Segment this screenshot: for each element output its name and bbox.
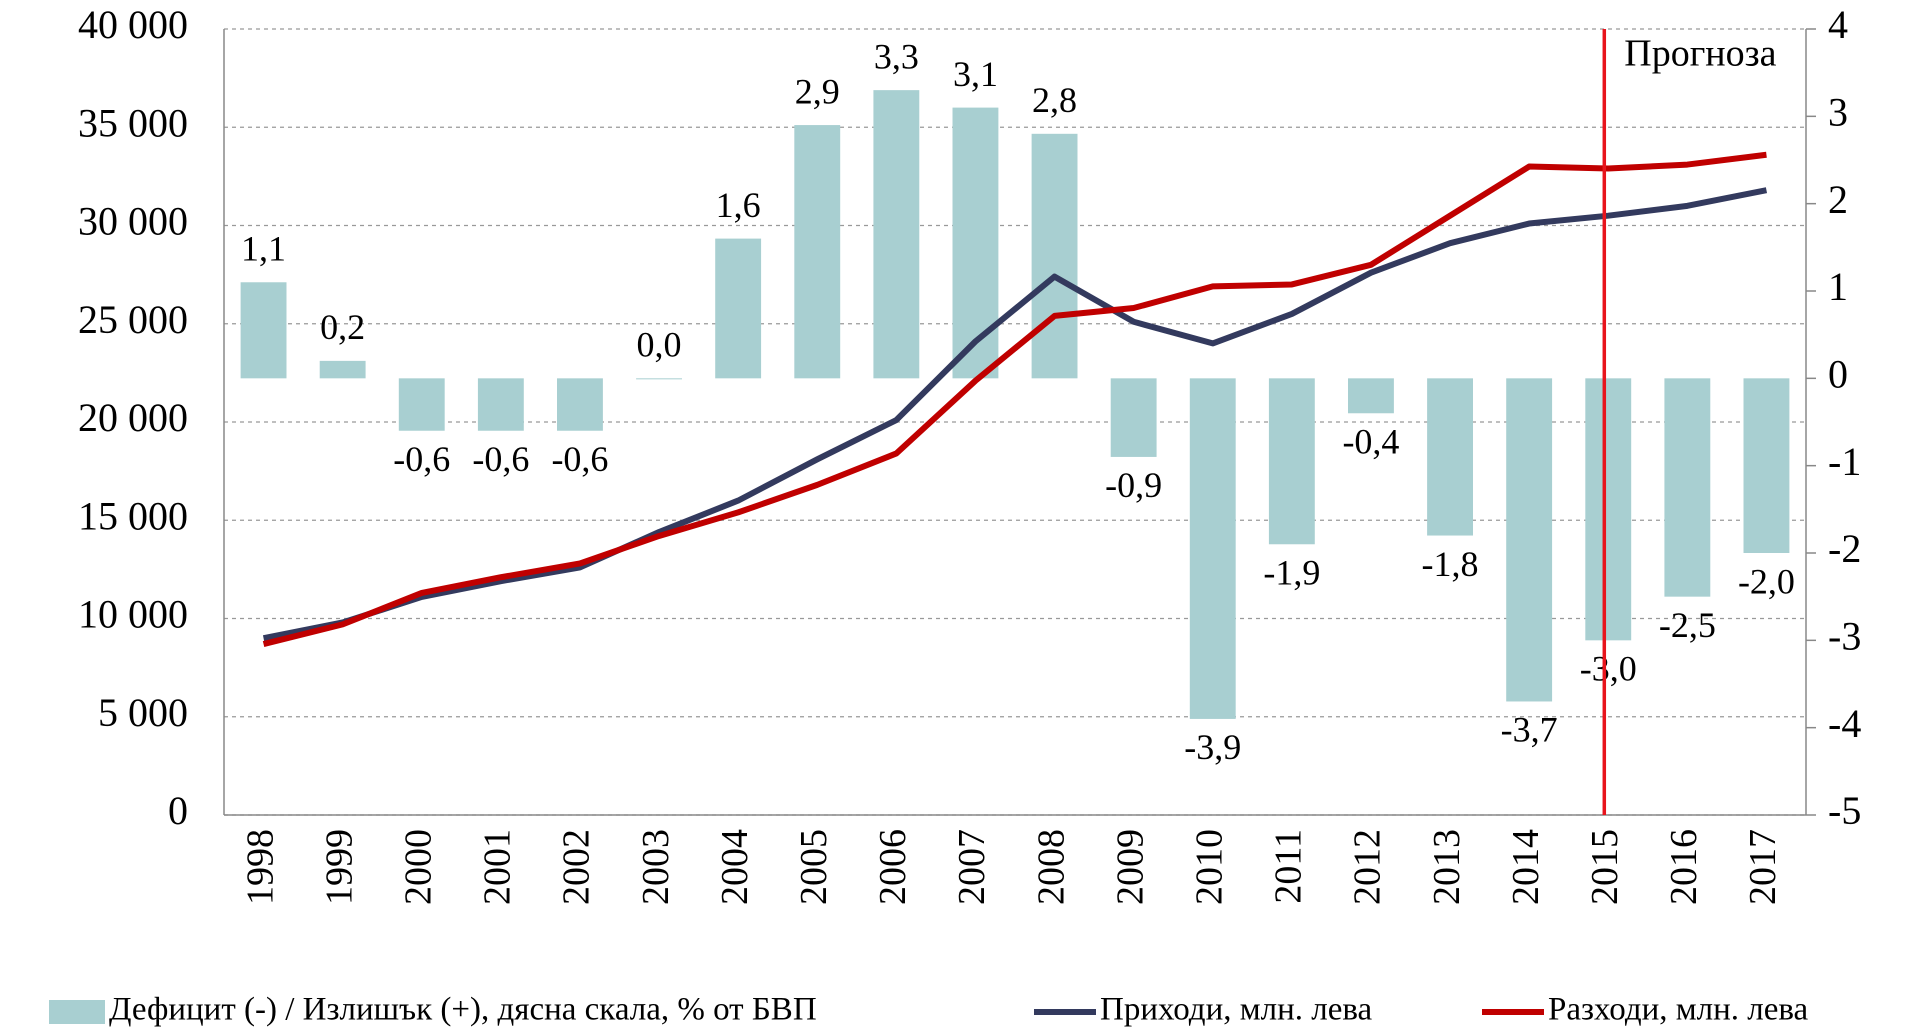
y2-tick-label: -5: [1828, 788, 1861, 833]
y-tick-label: 0: [168, 788, 188, 833]
x-tick-label: 2010: [1188, 829, 1230, 905]
y2-tick-label: -1: [1828, 439, 1861, 484]
data-label: -3,0: [1580, 649, 1637, 689]
y-tick-label: 5 000: [98, 690, 188, 735]
bar: [1427, 378, 1473, 536]
bar: [1110, 378, 1157, 457]
x-tick-label: 1999: [318, 829, 360, 905]
y2-tick-label: -4: [1828, 701, 1861, 746]
data-label: -3,7: [1501, 710, 1558, 750]
data-label: -0,6: [393, 439, 450, 479]
x-tick-label: 2011: [1268, 829, 1310, 904]
data-label: 3,1: [953, 54, 998, 94]
bar: [1268, 378, 1315, 545]
x-tick-label: 2007: [951, 829, 993, 905]
line: [262, 187, 1768, 642]
data-label: -1,8: [1422, 544, 1479, 584]
bar: [1743, 378, 1790, 553]
bar: [477, 378, 524, 431]
x-tick-label: 2012: [1347, 829, 1389, 905]
legend-label: Приходи, млн. лева: [1100, 992, 1373, 1028]
bar: [636, 378, 682, 380]
annotation: Прогноза: [1624, 33, 1776, 75]
bar: [1348, 378, 1394, 414]
bar: [557, 378, 603, 431]
y2-tick-label: 1: [1828, 264, 1848, 309]
x-tick-label: 2006: [872, 829, 914, 905]
y2-tick-label: -3: [1828, 614, 1861, 659]
bar: [794, 125, 841, 379]
x-tick-label: 2000: [397, 829, 439, 905]
y2-tick-label: 0: [1828, 352, 1848, 397]
x-tick-label: 2014: [1505, 829, 1547, 905]
line: [262, 151, 1767, 647]
y-tick-label: 10 000: [78, 592, 188, 637]
data-label: -1,9: [1263, 553, 1320, 593]
y-tick-label: 20 000: [78, 395, 188, 440]
data-label: 2,9: [795, 71, 840, 111]
bar: [952, 107, 999, 379]
legend-label: Дефицит (-) / Излишък (+), дясна скала, …: [109, 992, 817, 1028]
bar: [715, 238, 762, 379]
data-label: 1,6: [716, 185, 761, 225]
bar: [1664, 378, 1711, 597]
data-label: -0,9: [1105, 465, 1162, 505]
x-tick-label: 2004: [714, 829, 756, 905]
y2-tick-label: -2: [1828, 526, 1861, 571]
legend-label: Разходи, млн. лева: [1548, 992, 1809, 1028]
y2-tick-label: 2: [1828, 177, 1848, 222]
y2-tick-label: 3: [1828, 90, 1848, 135]
bar: [319, 360, 366, 379]
x-tick-label: 2015: [1584, 829, 1626, 905]
y-tick-label: 15 000: [78, 493, 188, 538]
x-tick-label: 2016: [1663, 829, 1705, 905]
y-tick-label: 30 000: [78, 199, 188, 244]
data-label: 1,1: [241, 229, 286, 269]
y2-tick-label: 4: [1828, 2, 1848, 47]
x-tick-label: 2017: [1742, 829, 1784, 905]
bar: [398, 378, 445, 431]
x-tick-label: 2005: [793, 829, 835, 905]
bar: [873, 90, 920, 379]
x-tick-label: 2003: [635, 829, 677, 905]
bar: [240, 282, 287, 379]
x-tick-label: 2008: [1030, 829, 1072, 905]
x-tick-label: 1998: [239, 829, 281, 905]
data-label: -0,6: [472, 439, 529, 479]
data-label: -0,6: [551, 439, 608, 479]
data-label: -2,5: [1659, 605, 1716, 645]
data-label: -0,4: [1342, 422, 1399, 462]
x-tick-label: 2013: [1426, 829, 1468, 905]
data-label: 2,8: [1032, 80, 1077, 120]
legend-swatch: [49, 1000, 105, 1024]
bar: [1506, 378, 1553, 702]
bar: [1585, 378, 1632, 641]
y-tick-label: 40 000: [78, 2, 188, 47]
x-tick-label: 2009: [1109, 829, 1151, 905]
bar: [1031, 133, 1078, 379]
y-tick-label: 35 000: [78, 100, 188, 145]
data-label: 3,3: [874, 36, 919, 76]
y-tick-label: 25 000: [78, 297, 188, 342]
data-label: -3,9: [1184, 727, 1241, 767]
bar: [1189, 378, 1236, 719]
data-label: 0,0: [637, 325, 682, 365]
data-label: 0,2: [320, 307, 365, 347]
data-label: -2,0: [1738, 561, 1795, 601]
x-tick-label: 2001: [477, 829, 519, 905]
x-tick-label: 2002: [556, 829, 598, 905]
